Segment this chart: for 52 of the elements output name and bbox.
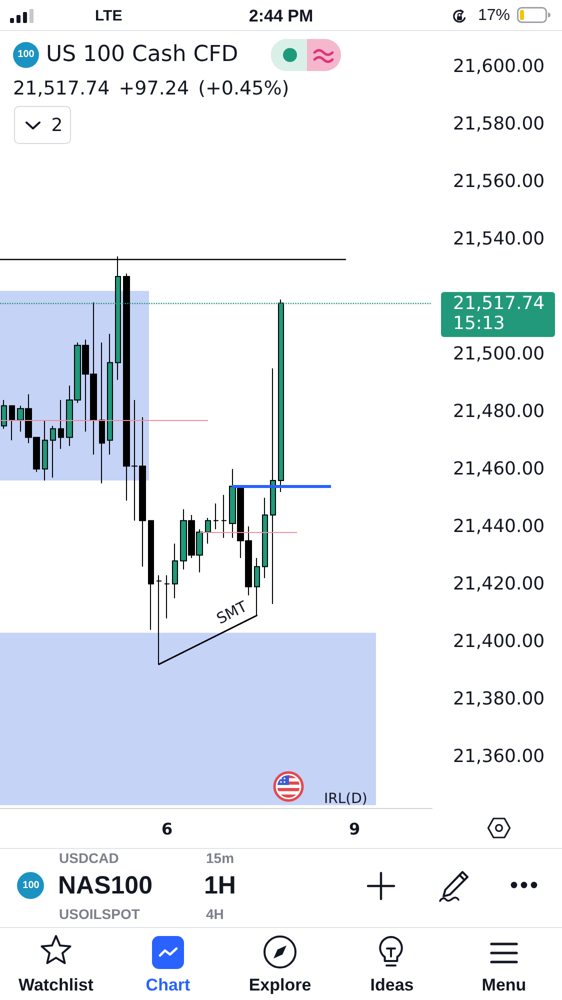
candlestick — [213, 502, 219, 530]
candlestick — [42, 420, 48, 481]
text: 2:44 PM — [248, 6, 314, 26]
candlestick — [99, 342, 105, 484]
y-tick-label: 21,480.00 — [453, 401, 545, 422]
candlestick — [221, 494, 227, 538]
x-tick-label: 9 — [348, 820, 360, 838]
text: 21,517.74 +97.24 (+0.45%) — [13, 78, 290, 100]
y-tick-label: 21,360.00 — [453, 746, 545, 767]
annotation: SMT — [214, 597, 250, 628]
y-tick-label: 21,580.00 — [453, 114, 545, 135]
x-tick-label: 6 — [162, 820, 173, 838]
text: USOILSPOT — [59, 906, 140, 922]
candlestick — [205, 517, 211, 544]
ref-line-label: 21,517.74 — [453, 293, 545, 314]
text: 15m — [206, 850, 234, 866]
candlestick — [50, 425, 56, 478]
annotation: 2 — [51, 115, 63, 136]
annotation: IRL(D) — [324, 791, 368, 807]
candlestick — [172, 543, 178, 599]
chart-title: US 100 Cash CFD — [46, 42, 238, 67]
text: 17% — [478, 7, 510, 24]
text: Explore — [248, 976, 312, 994]
candlestick — [148, 520, 154, 630]
text: 100 — [22, 880, 40, 891]
y-tick-label: 21,460.00 — [453, 458, 545, 480]
y-tick-label: 21,540.00 — [453, 228, 545, 250]
candlestick — [58, 400, 64, 450]
y-tick-label: 21,420.00 — [453, 573, 545, 594]
text: LTE — [95, 8, 122, 24]
text: Watchlist — [18, 976, 94, 994]
text: 1H — [204, 872, 236, 900]
y-tick-label: 21,500.00 — [453, 344, 545, 365]
text: Chart — [146, 976, 190, 994]
candlestick — [107, 333, 113, 456]
candlestick — [262, 497, 268, 579]
candlestick — [164, 574, 170, 619]
text: NAS100 — [58, 872, 152, 900]
text: 4H — [206, 906, 224, 922]
y-tick-label: 21,380.00 — [453, 688, 545, 710]
y-tick-label: 21,600.00 — [453, 56, 545, 78]
annotation: 100 — [18, 49, 34, 60]
text: 15:13 — [453, 313, 505, 334]
text: USDCAD — [59, 850, 119, 866]
text: Ideas — [370, 976, 414, 994]
candlestick — [1, 400, 7, 430]
text: Menu — [482, 976, 526, 994]
candlestick — [270, 368, 276, 605]
candlestick — [9, 405, 15, 441]
y-tick-label: 21,440.00 — [453, 516, 545, 537]
y-tick-label: 21,400.00 — [453, 630, 545, 652]
y-tick-label: 21,560.00 — [453, 171, 545, 192]
